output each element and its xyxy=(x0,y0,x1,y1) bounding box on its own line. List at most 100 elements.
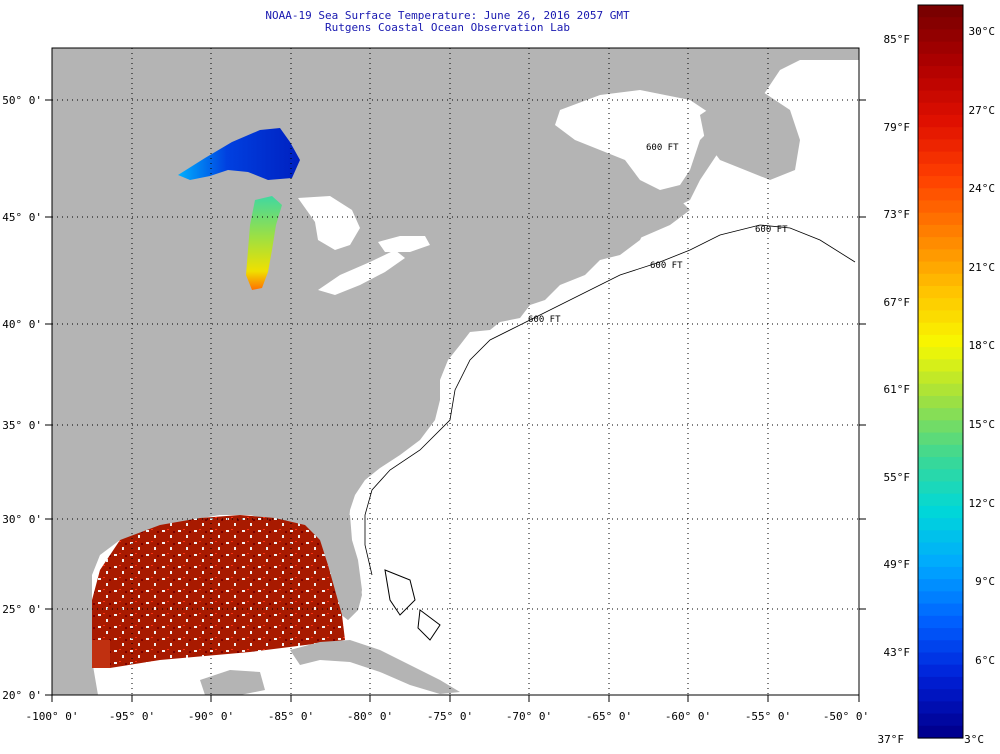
isobath-label: 600 FT xyxy=(755,225,788,235)
lake-huron xyxy=(298,196,360,250)
colorbar-band xyxy=(918,518,963,531)
lon-label: -75° 0' xyxy=(427,710,473,723)
colorbar-band xyxy=(918,41,963,55)
colorbar-band xyxy=(918,163,963,177)
colorbar: 85°F 79°F 73°F 67°F 61°F 55°F 49°F 43°F … xyxy=(878,4,995,746)
colorbar-band xyxy=(918,347,963,360)
land-cuba xyxy=(290,640,460,694)
colorbar-f-label: 61°F xyxy=(884,383,911,396)
land-yucatan xyxy=(200,670,265,695)
colorbar-band xyxy=(918,469,963,483)
colorbar-band xyxy=(918,29,963,43)
colorbar-band xyxy=(918,530,963,544)
colorbar-band xyxy=(918,212,963,226)
colorbar-c-label: 15°C xyxy=(969,418,996,431)
colorbar-band xyxy=(918,628,963,641)
gulf-sst-edge xyxy=(92,640,110,668)
colorbar-band xyxy=(918,200,963,214)
colorbar-band xyxy=(918,5,963,18)
colorbar-band xyxy=(918,652,963,666)
lat-label: 30° 0' xyxy=(2,513,42,526)
colorbar-c-label: 30°C xyxy=(969,25,996,38)
colorbar-band xyxy=(918,505,963,519)
colorbar-band xyxy=(918,615,963,629)
colorbar-band xyxy=(918,676,963,690)
colorbar-band xyxy=(918,432,963,446)
colorbar-band xyxy=(918,701,963,715)
colorbar-f-label: 37°F xyxy=(878,733,905,746)
map-title: NOAA-19 Sea Surface Temperature: June 26… xyxy=(265,9,630,22)
colorbar-band xyxy=(918,689,963,702)
colorbar-c-label: 6°C xyxy=(975,654,995,667)
latitude-labels: 50° 0' 45° 0' 40° 0' 35° 0' 30° 0' 25° 0… xyxy=(2,94,42,702)
colorbar-band xyxy=(918,493,963,507)
colorbar-band xyxy=(918,481,963,495)
lat-label: 50° 0' xyxy=(2,94,42,107)
colorbar-band xyxy=(918,310,963,324)
lat-label: 25° 0' xyxy=(2,603,42,616)
colorbar-band xyxy=(918,127,963,140)
colorbar-band xyxy=(918,90,963,104)
lon-label: -80° 0' xyxy=(347,710,393,723)
colorbar-band xyxy=(918,53,963,67)
colorbar-band xyxy=(918,579,963,592)
land-newfoundland xyxy=(700,90,800,180)
colorbar-bands xyxy=(918,5,963,739)
colorbar-f-label: 85°F xyxy=(884,33,911,46)
lon-label: -95° 0' xyxy=(109,710,155,723)
colorbar-border xyxy=(917,4,964,739)
lon-label: -60° 0' xyxy=(665,710,711,723)
colorbar-celsius-labels: 30°C 27°C 24°C 21°C 18°C 15°C 12°C 9°C 6… xyxy=(964,25,995,746)
colorbar-fahrenheit-labels: 85°F 79°F 73°F 67°F 61°F 55°F 49°F 43°F … xyxy=(878,33,911,746)
colorbar-band xyxy=(918,457,963,470)
lon-label: -90° 0' xyxy=(188,710,234,723)
colorbar-band xyxy=(918,383,963,397)
colorbar-band xyxy=(918,603,963,617)
colorbar-band xyxy=(918,66,963,79)
gulf-of-mexico-sst xyxy=(92,515,345,668)
colorbar-band xyxy=(918,151,963,165)
lon-label: -65° 0' xyxy=(586,710,632,723)
lake-superior-sst xyxy=(178,128,300,180)
lat-label: 20° 0' xyxy=(2,689,42,702)
colorbar-f-label: 79°F xyxy=(884,121,911,134)
colorbar-c-label: 18°C xyxy=(969,339,996,352)
isobath-label: 600 FT xyxy=(528,315,561,325)
isobath-600ft xyxy=(364,224,856,576)
colorbar-band xyxy=(918,566,963,580)
colorbar-c-label: 3°C xyxy=(964,733,984,746)
colorbar-band xyxy=(918,334,963,348)
colorbar-c-label: 27°C xyxy=(969,104,996,117)
colorbar-band xyxy=(918,298,963,312)
colorbar-f-label: 43°F xyxy=(884,646,911,659)
colorbar-band xyxy=(918,554,963,568)
colorbar-band xyxy=(918,176,963,189)
land-bahamas xyxy=(384,569,441,641)
lat-label: 45° 0' xyxy=(2,211,42,224)
ticks xyxy=(45,99,866,702)
colorbar-band xyxy=(918,725,963,739)
colorbar-band xyxy=(918,224,963,238)
lon-label: -55° 0' xyxy=(745,710,791,723)
colorbar-band xyxy=(918,359,963,373)
lake-erie xyxy=(318,250,405,295)
longitude-labels: -100° 0' -95° 0' -90° 0' -85° 0' -80° 0'… xyxy=(26,710,870,723)
lon-label: -50° 0' xyxy=(823,710,869,723)
land-nova-scotia xyxy=(590,200,690,250)
colorbar-band xyxy=(918,713,963,727)
water-gulf-st-lawrence xyxy=(555,90,720,190)
colorbar-f-label: 67°F xyxy=(884,296,911,309)
colorbar-band xyxy=(918,249,963,263)
colorbar-c-label: 24°C xyxy=(969,182,996,195)
map-border xyxy=(51,47,860,696)
colorbar-c-label: 21°C xyxy=(969,261,996,274)
lake-michigan-sst xyxy=(246,196,282,290)
map-frame: 600 FT 600 FT 600 FT 600 FT xyxy=(45,47,866,702)
colorbar-band xyxy=(918,78,963,92)
isobath-label: 600 FT xyxy=(650,261,683,271)
colorbar-band xyxy=(918,444,963,458)
isobath-label: 600 FT xyxy=(646,143,679,153)
colorbar-f-label: 49°F xyxy=(884,558,911,571)
lon-label: -70° 0' xyxy=(506,710,552,723)
